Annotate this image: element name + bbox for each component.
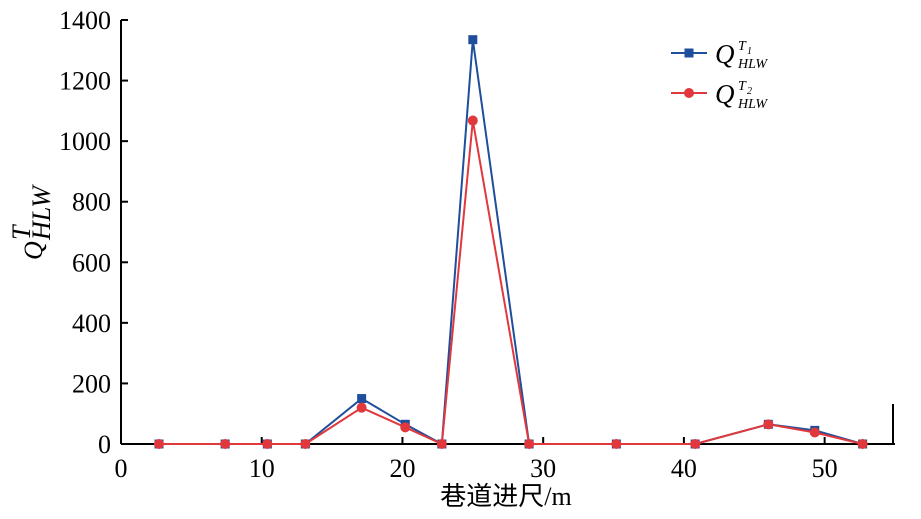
y-tick-label: 1400 <box>59 6 111 35</box>
y-tick-label: 0 <box>98 430 111 459</box>
data-point-circle <box>300 439 311 449</box>
series-2 <box>153 115 868 449</box>
legend-marker-circle <box>684 88 694 98</box>
x-tick-label: 50 <box>812 454 838 483</box>
legend-label-sup: T <box>738 79 747 94</box>
x-tick-label: 10 <box>249 454 275 483</box>
x-tick-label: 40 <box>671 454 697 483</box>
y-axis-title-base: Q <box>19 241 48 260</box>
data-point-circle <box>467 115 478 126</box>
series-layer <box>153 35 868 449</box>
legend-label-sup-sub: 2 <box>747 86 752 97</box>
data-point-circle <box>524 439 535 449</box>
x-axis-title: 巷道进尺/m <box>440 482 571 511</box>
axes: 0 10 20 30 40 50 0 200 400 600 800 1000 1200 1400 巷道进尺… <box>7 6 895 511</box>
data-point-square <box>357 394 367 404</box>
y-tick-label: 800 <box>72 188 111 217</box>
x-tick-label: 0 <box>115 454 128 483</box>
legend-label-sub: HLW <box>737 57 768 72</box>
data-point-circle <box>400 422 411 433</box>
x-tick-label: 20 <box>389 454 415 483</box>
data-point-circle <box>809 427 820 438</box>
y-axis-title-sup: T <box>7 224 36 240</box>
y-tick-label: 1200 <box>59 67 111 96</box>
x-tick-label: 30 <box>530 454 556 483</box>
data-point-circle <box>857 439 868 449</box>
data-point-circle <box>153 439 164 449</box>
legend-label-base: Q <box>715 79 735 109</box>
legend-label-base: Q <box>715 39 735 69</box>
data-point-circle <box>356 402 367 413</box>
data-point-circle <box>262 439 273 449</box>
data-point-circle <box>611 439 622 449</box>
data-point-circle <box>220 439 231 449</box>
legend-label-sub: HLW <box>737 97 768 112</box>
y-tick-label: 400 <box>72 309 111 338</box>
y-tick-label: 1000 <box>59 127 111 156</box>
series-line <box>158 120 863 446</box>
y-tick-label: 200 <box>72 369 111 398</box>
data-point-circle <box>763 419 774 430</box>
y-axis-title-sub: HLW <box>27 184 56 241</box>
data-point-circle <box>436 439 447 449</box>
legend-label-sup-sub: 1 <box>747 46 752 57</box>
data-point-circle <box>690 439 701 449</box>
legend-label-sup: T <box>738 39 747 54</box>
legend-marker-square <box>684 48 694 58</box>
y-tick-label: 600 <box>72 248 111 277</box>
data-point-square <box>468 35 478 45</box>
